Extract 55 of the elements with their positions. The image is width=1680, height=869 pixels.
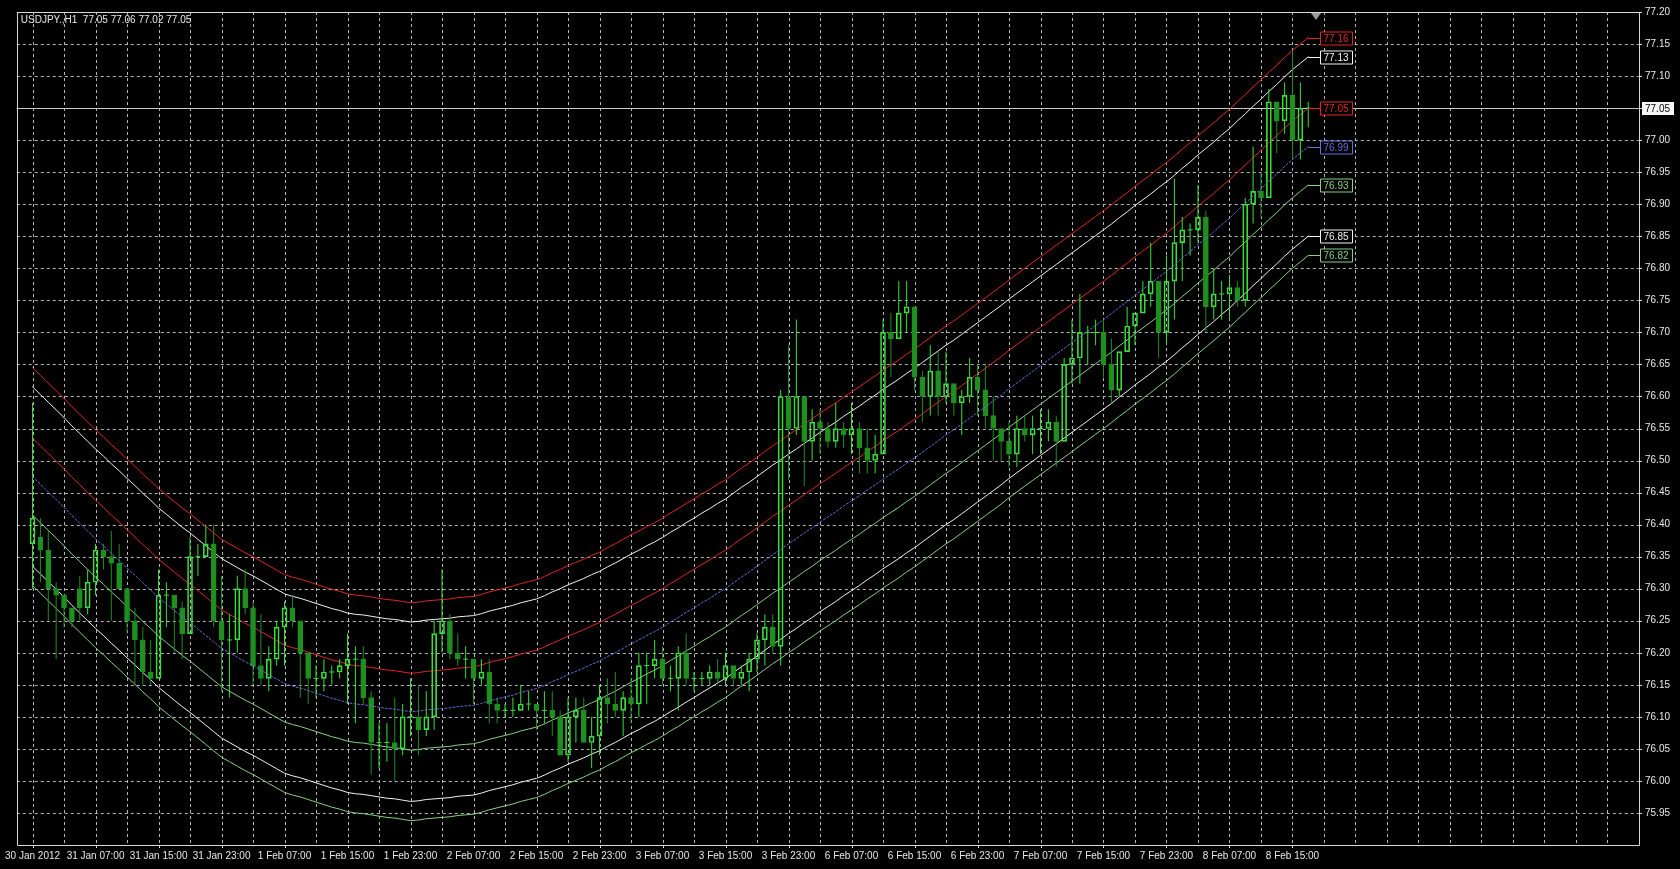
ref-line-label: 77.05 bbox=[1645, 102, 1671, 114]
y-tick-label: 76.25 bbox=[1644, 614, 1671, 626]
data-label: 77.05 bbox=[1323, 102, 1349, 114]
y-tick-label: 77.20 bbox=[1644, 5, 1671, 17]
y-tick-label: 76.95 bbox=[1644, 165, 1671, 177]
y-tick-label: 76.20 bbox=[1644, 646, 1671, 658]
y-tick-label: 76.30 bbox=[1644, 582, 1671, 594]
y-tick-label: 76.50 bbox=[1644, 454, 1671, 466]
x-tick-label: 7 Feb 23:00 bbox=[1139, 849, 1194, 861]
x-tick-label: 31 Jan 07:00 bbox=[66, 849, 125, 861]
x-tick-label: 7 Feb 07:00 bbox=[1013, 849, 1068, 861]
x-tick-label: 31 Jan 23:00 bbox=[192, 849, 251, 861]
x-tick-label: 1 Feb 23:00 bbox=[383, 849, 438, 861]
x-tick-label: 30 Jan 2012 bbox=[5, 849, 61, 861]
data-label: 77.16 bbox=[1323, 32, 1349, 44]
x-tick-label: 2 Feb 15:00 bbox=[509, 849, 564, 861]
y-tick-label: 76.75 bbox=[1644, 294, 1671, 306]
y-tick-label: 75.95 bbox=[1644, 806, 1671, 818]
y-tick-label: 76.85 bbox=[1644, 230, 1671, 242]
x-tick-label: 1 Feb 07:00 bbox=[257, 849, 312, 861]
x-tick-label: 6 Feb 15:00 bbox=[887, 849, 942, 861]
y-tick-label: 76.55 bbox=[1644, 422, 1671, 434]
y-tick-label: 76.10 bbox=[1644, 710, 1671, 722]
data-label: 76.82 bbox=[1323, 249, 1349, 261]
y-tick-label: 76.15 bbox=[1644, 678, 1671, 690]
y-tick-label: 76.35 bbox=[1644, 550, 1671, 562]
x-tick-label: 31 Jan 15:00 bbox=[129, 849, 188, 861]
x-tick-label: 8 Feb 07:00 bbox=[1202, 849, 1257, 861]
y-tick-label: 77.00 bbox=[1644, 133, 1671, 145]
x-tick-label: 6 Feb 07:00 bbox=[824, 849, 879, 861]
y-tick-label: 76.80 bbox=[1644, 262, 1671, 274]
y-tick-label: 76.40 bbox=[1644, 518, 1671, 530]
x-tick-label: 3 Feb 23:00 bbox=[761, 849, 816, 861]
data-label: 76.93 bbox=[1323, 179, 1349, 191]
y-tick-label: 76.70 bbox=[1644, 326, 1671, 338]
y-tick-label: 77.10 bbox=[1644, 69, 1671, 81]
x-tick-label: 3 Feb 07:00 bbox=[635, 849, 690, 861]
x-tick-label: 7 Feb 15:00 bbox=[1076, 849, 1131, 861]
x-tick-label: 2 Feb 07:00 bbox=[446, 849, 501, 861]
y-tick-label: 76.00 bbox=[1644, 774, 1671, 786]
chart-title: USDJPY.,H1 77.05 77.06 77.02 77.05 bbox=[20, 13, 192, 25]
data-label: 76.99 bbox=[1323, 141, 1349, 153]
y-tick-label: 76.60 bbox=[1644, 390, 1671, 402]
x-tick-label: 8 Feb 15:00 bbox=[1265, 849, 1320, 861]
x-tick-label: 6 Feb 23:00 bbox=[950, 849, 1005, 861]
x-tick-label: 3 Feb 15:00 bbox=[698, 849, 753, 861]
x-tick-label: 2 Feb 23:00 bbox=[572, 849, 627, 861]
data-label: 76.85 bbox=[1323, 230, 1349, 242]
x-tick-label: 1 Feb 15:00 bbox=[320, 849, 375, 861]
y-tick-label: 76.45 bbox=[1644, 486, 1671, 498]
data-label: 77.13 bbox=[1323, 51, 1349, 63]
y-tick-label: 76.05 bbox=[1644, 742, 1671, 754]
y-tick-label: 76.90 bbox=[1644, 197, 1671, 209]
y-tick-label: 76.65 bbox=[1644, 358, 1671, 370]
y-tick-label: 77.15 bbox=[1644, 37, 1671, 49]
